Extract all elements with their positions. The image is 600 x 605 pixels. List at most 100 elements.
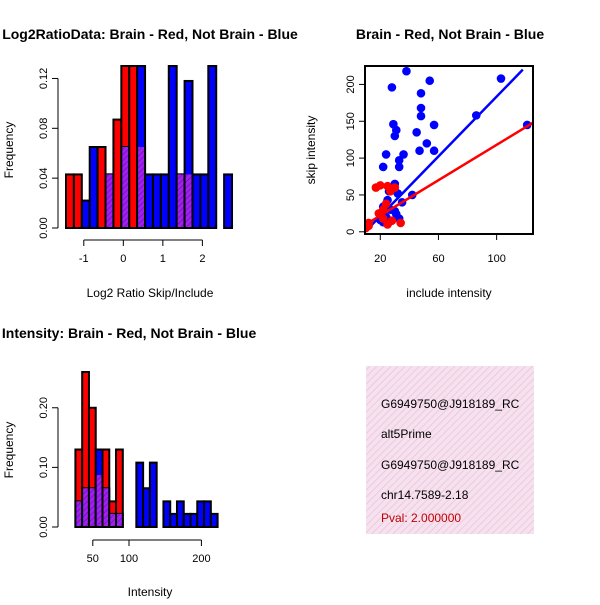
ratio-y-label: Frequency [2, 122, 16, 179]
intensity-histogram-panel: Exon Intensity: Brain - Red, Not Brain -… [0, 325, 256, 599]
scatter-y-tick-label: 100 [345, 149, 357, 167]
ratio-bars [65, 65, 234, 230]
intensity-y-tick-label: 0.10 [38, 457, 50, 478]
ratio-notbrain-bar [207, 65, 218, 229]
ratio-axes: -1 0 1 2 0.00 0.04 0.08 0.12 [38, 68, 205, 265]
scatter-points [365, 66, 533, 233]
intensity-x-tick-label: 50 [87, 553, 99, 565]
scatter-notbrain-point [496, 74, 506, 83]
scatter-y-label: skip intensity [304, 116, 318, 185]
ratio-chart-title: Log2RatioData: Brain - Red, Not Brain - … [2, 26, 298, 42]
ratio-y-tick-label: 0.00 [38, 217, 50, 238]
intensity-notbrain-bar [148, 461, 158, 528]
intensity-x-label: Intensity [128, 585, 173, 599]
intensity-notbrain-bar [135, 461, 145, 528]
scatter-x-tick-label: 20 [374, 253, 386, 265]
ratio-x-tick-label: 0 [120, 253, 126, 265]
scatter-brain-fit-line [365, 121, 533, 226]
scatter-notbrain-point [429, 146, 439, 156]
intensity-overlap-bar [103, 488, 109, 526]
intensity-axes: 50 100 200 0.00 0.10 0.20 [38, 397, 211, 565]
scatter-notbrain-point [416, 111, 426, 121]
ratio-x-label: Log2 Ratio Skip/Include [87, 286, 214, 300]
scatter-notbrain-point [402, 66, 411, 76]
scatter-notbrain-fit-line [367, 68, 524, 229]
ratio-overlap-bar [138, 147, 145, 227]
scatter-notbrain-point [422, 139, 432, 148]
scatter-notbrain-point [416, 88, 426, 98]
ratio-overlap-bar [122, 147, 129, 227]
ratio-brain-bar [96, 146, 107, 229]
scatter-x-tick-label: 100 [487, 253, 505, 265]
intensity-overlap-bar [89, 488, 95, 526]
ratio-notbrain-bar [199, 173, 210, 230]
intensity-notbrain-bar [169, 512, 178, 529]
ratio-y-tick-label: 0.12 [38, 68, 50, 89]
intensity-bars [74, 371, 219, 529]
scatter-brain-point [390, 183, 400, 192]
ratio-brain-bar [65, 173, 75, 230]
scatter-notbrain-point [412, 128, 421, 137]
intensity-notbrain-bar [203, 500, 212, 529]
ratio-notbrain-bar [144, 173, 154, 230]
scatter-notbrain-point [378, 162, 388, 172]
scatter-plot-frame [364, 65, 534, 235]
scatter-notbrain-point [425, 76, 435, 86]
intensity-notbrain-bar [142, 487, 151, 528]
intensity-overlap-bar [110, 513, 116, 526]
info-line-1: G6949750@J918189_RC [381, 397, 520, 411]
intensity-notbrain-bar [209, 512, 219, 529]
intensity-y-tick-label: 0.00 [38, 516, 50, 537]
info-panel: G6949750@J918189_RC alt5Prime G6949750@J… [366, 366, 534, 534]
intensity-overlap-bar [96, 475, 102, 526]
info-line-3: G6949750@J918189_RC [381, 458, 520, 472]
scatter-notbrain-point [394, 156, 404, 165]
scatter-notbrain-point [416, 103, 426, 113]
intensity-x-tick-label: 100 [120, 553, 138, 565]
ratio-brain-bar [72, 173, 83, 230]
intensity-notbrain-bar [175, 500, 185, 529]
scatter-notbrain-point [394, 162, 404, 172]
ratio-x-tick-label: 2 [199, 253, 205, 265]
ratio-brain-bar [112, 118, 123, 229]
scatter-notbrain-point [391, 209, 401, 219]
info-panel-background [366, 366, 534, 534]
ratio-x-tick-label: -1 [79, 253, 89, 265]
intensity-chart-title: Exon Intensity: Brain - Red, Not Brain -… [0, 325, 256, 341]
ratio-x-tick-label: 1 [160, 253, 166, 265]
intensity-overlap-bar [76, 501, 82, 526]
intensity-y-tick-label: 0.20 [38, 397, 50, 418]
intensity-notbrain-bar [182, 512, 192, 529]
scatter-y-tick-label: 0 [345, 229, 357, 235]
scatter-brain-point [383, 220, 392, 229]
intensity-overlap-bar [117, 513, 122, 526]
ratio-notbrain-bar [183, 79, 194, 230]
scatter-notbrain-point [387, 83, 397, 92]
info-line-4: chr14.7589-2.18 [381, 488, 469, 502]
scatter-x-tick-label: 60 [432, 253, 444, 265]
scatter-notbrain-point [415, 146, 424, 156]
scatter-chart-title: Brain - Red, Not Brain - Blue [356, 26, 544, 42]
ratio-notbrain-bar [159, 173, 170, 230]
scatter-y-tick-label: 200 [345, 75, 357, 93]
info-pval: Pval: 2.000000 [381, 511, 461, 525]
intensity-overlap-bar [83, 488, 88, 526]
ratio-overlap-bar [106, 174, 113, 227]
scatter-notbrain-point [429, 120, 439, 130]
scatter-x-label: include intensity [406, 286, 491, 300]
ratio-notbrain-bar [151, 173, 162, 230]
scatter-notbrain-point [399, 150, 408, 159]
ratio-notbrain-bar [223, 173, 234, 230]
scatter-y-tick-label: 150 [345, 112, 357, 130]
scatter-y-tick-label: 50 [345, 189, 357, 201]
ratio-notbrain-bar [88, 146, 99, 229]
scatter-brain-point [375, 181, 385, 190]
ratio-notbrain-bar [191, 173, 202, 230]
intensity-notbrain-bar [162, 500, 172, 529]
intensity-y-label: Frequency [2, 422, 16, 479]
ratio-overlap-bar [177, 174, 184, 227]
scatter-panel: Brain - Red, Not Brain - Blue 20 60 100 0 50… [304, 26, 544, 300]
scatter-brain-point [396, 218, 405, 228]
intensity-notbrain-bar [189, 512, 199, 529]
ratio-y-tick-label: 0.04 [38, 167, 50, 188]
